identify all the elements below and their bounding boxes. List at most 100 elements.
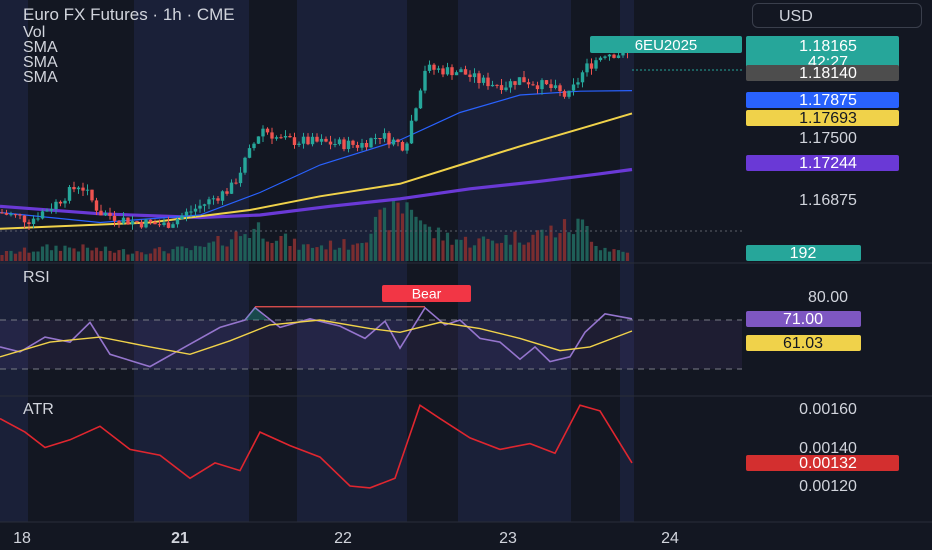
volume-bar (585, 226, 589, 261)
candle-body (229, 182, 234, 194)
candle-body (243, 157, 247, 173)
candle-body (436, 68, 441, 70)
candle-body (468, 74, 472, 77)
candle-body (297, 143, 301, 145)
candle-body (558, 85, 562, 92)
volume-bar (459, 239, 463, 261)
candle-body (459, 69, 463, 73)
volume-bar (382, 207, 387, 261)
volume-bar (436, 227, 441, 261)
candle-body (148, 219, 153, 223)
prev-price-badge: 1.18140 (746, 65, 899, 82)
volume-bar (463, 236, 468, 261)
candle-body (121, 217, 126, 224)
volume-bar (576, 218, 580, 261)
candle-body (540, 80, 544, 90)
candle-body (288, 136, 292, 138)
candle-body (0, 212, 4, 214)
volume-bar (445, 232, 450, 261)
candle-body (207, 199, 211, 205)
candle-body (508, 81, 513, 88)
candle-body (36, 218, 40, 220)
volume-bar (180, 246, 184, 261)
volume-bar (337, 247, 342, 261)
sma-slow-line (0, 167, 633, 220)
volume-bar (477, 238, 481, 261)
candle-body (427, 64, 432, 71)
volume-bar (418, 220, 423, 261)
candle-body (607, 54, 612, 57)
candle-body (283, 136, 288, 138)
candle-body (409, 120, 414, 144)
time-axis[interactable]: 18 21 22 23 24 (13, 530, 679, 547)
candle-body (562, 91, 567, 97)
candle-body (22, 215, 27, 223)
volume-bar (549, 225, 553, 261)
candle-body (522, 77, 526, 83)
volume-bars (0, 198, 630, 261)
candle-body (49, 209, 54, 211)
svg-text:1.17244: 1.17244 (799, 155, 857, 172)
volume-bar (594, 246, 598, 261)
volume-bar (40, 246, 45, 261)
candle-body (396, 139, 400, 142)
volume-bar (450, 244, 454, 261)
svg-text:61.03: 61.03 (783, 335, 823, 352)
svg-text:1.18140: 1.18140 (799, 65, 857, 82)
volume-bar (288, 246, 292, 261)
atr-line (0, 403, 633, 489)
volume-bar (139, 252, 144, 261)
volume-bar (315, 247, 319, 261)
candle-body (400, 142, 405, 151)
candle-body (234, 182, 238, 184)
time-label: 18 (13, 530, 31, 547)
time-label: 21 (171, 530, 189, 547)
candle-body (378, 138, 382, 139)
volume-bar (162, 251, 166, 261)
volume-bar (567, 232, 571, 261)
chart-legend[interactable]: Euro FX Futures · 1h · CME Vol SMA SMA S… (23, 5, 235, 86)
candle-body (346, 140, 351, 149)
volume-bar (342, 239, 346, 261)
volume-bar (292, 238, 297, 261)
candle-body (373, 138, 378, 139)
candle-body (220, 191, 225, 201)
volume-bar (81, 244, 85, 261)
rsi-pane-title[interactable]: RSI (23, 269, 50, 286)
study-sma-2: SMA (23, 54, 58, 71)
volume-bar (265, 241, 270, 261)
price-axis[interactable]: 1.17500 1.16875 80.00 0.00160 0.00140 0.… (799, 130, 857, 495)
candle-body (423, 70, 427, 91)
rsi-ma-line (0, 319, 633, 358)
candle-body (337, 139, 342, 145)
volume-bar (351, 244, 355, 261)
volume-bar (517, 242, 522, 261)
rsi-ma-badge: 61.03 (746, 335, 861, 352)
candle-body (63, 200, 67, 204)
candle-body (189, 211, 193, 213)
volume-bar (441, 240, 445, 261)
candle-body (382, 133, 387, 139)
volume-bar (166, 253, 171, 261)
candle-body (589, 63, 594, 69)
volume-bar (45, 244, 49, 261)
candle-body (238, 172, 243, 184)
volume-bar (256, 222, 261, 261)
currency-button[interactable]: USD (752, 3, 922, 28)
candle-body (351, 140, 355, 145)
volume-bar (211, 241, 216, 261)
volume-bar (18, 251, 22, 261)
volume-bar (22, 247, 27, 261)
volume-bar (238, 236, 243, 261)
candle-body (162, 222, 166, 225)
volume-bar (531, 234, 535, 261)
atr-tick-label: 0.00160 (799, 401, 857, 418)
price-candles[interactable] (0, 44, 630, 230)
volume-bar (31, 251, 36, 261)
candle-body (342, 139, 346, 150)
volume-badge: 192 (746, 245, 861, 262)
volume-bar (540, 229, 544, 261)
atr-pane-title[interactable]: ATR (23, 401, 54, 418)
candle-body (157, 224, 162, 226)
